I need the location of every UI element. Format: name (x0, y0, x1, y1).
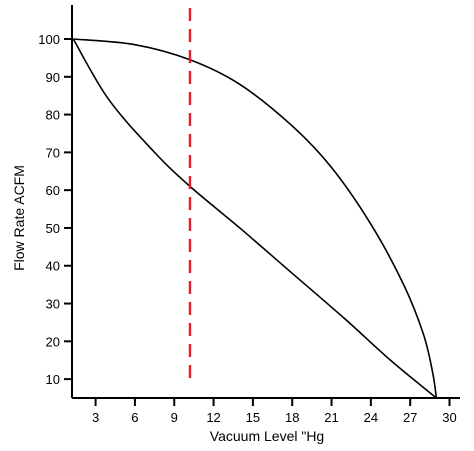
ticks: 3 6 9 12 15 18 21 24 27 30 10 20 30 40 50 60 70 80 90 100 (38, 32, 456, 425)
x-tick-label: 12 (206, 410, 220, 425)
series (72, 38, 438, 399)
series-line-upper (73, 38, 438, 399)
y-tick-label: 80 (46, 108, 60, 123)
x-tick-label: 24 (364, 410, 378, 425)
x-tick-label: 15 (246, 410, 260, 425)
y-tick-label: 30 (46, 297, 60, 312)
y-axis-label: Flow Rate ACFM (11, 165, 27, 271)
x-tick-label: 6 (131, 410, 138, 425)
series-line-lower (72, 38, 437, 399)
y-tick-label: 20 (46, 334, 60, 349)
y-tick-label: 60 (46, 183, 60, 198)
x-tick-label: 18 (285, 410, 299, 425)
y-tick-label: 70 (46, 145, 60, 160)
x-tick-label: 27 (403, 410, 417, 425)
x-tick-label: 9 (171, 410, 178, 425)
y-tick-label: 90 (46, 70, 60, 85)
y-tick-label: 100 (38, 32, 60, 47)
y-tick-label: 10 (46, 372, 60, 387)
x-tick-label: 3 (92, 410, 99, 425)
y-tick-label: 40 (46, 259, 60, 274)
x-tick-label: 21 (324, 410, 338, 425)
y-tick-label: 50 (46, 221, 60, 236)
x-axis-label: Vacuum Level "Hg (210, 428, 324, 444)
axes (71, 5, 460, 399)
x-tick-label: 30 (442, 410, 456, 425)
